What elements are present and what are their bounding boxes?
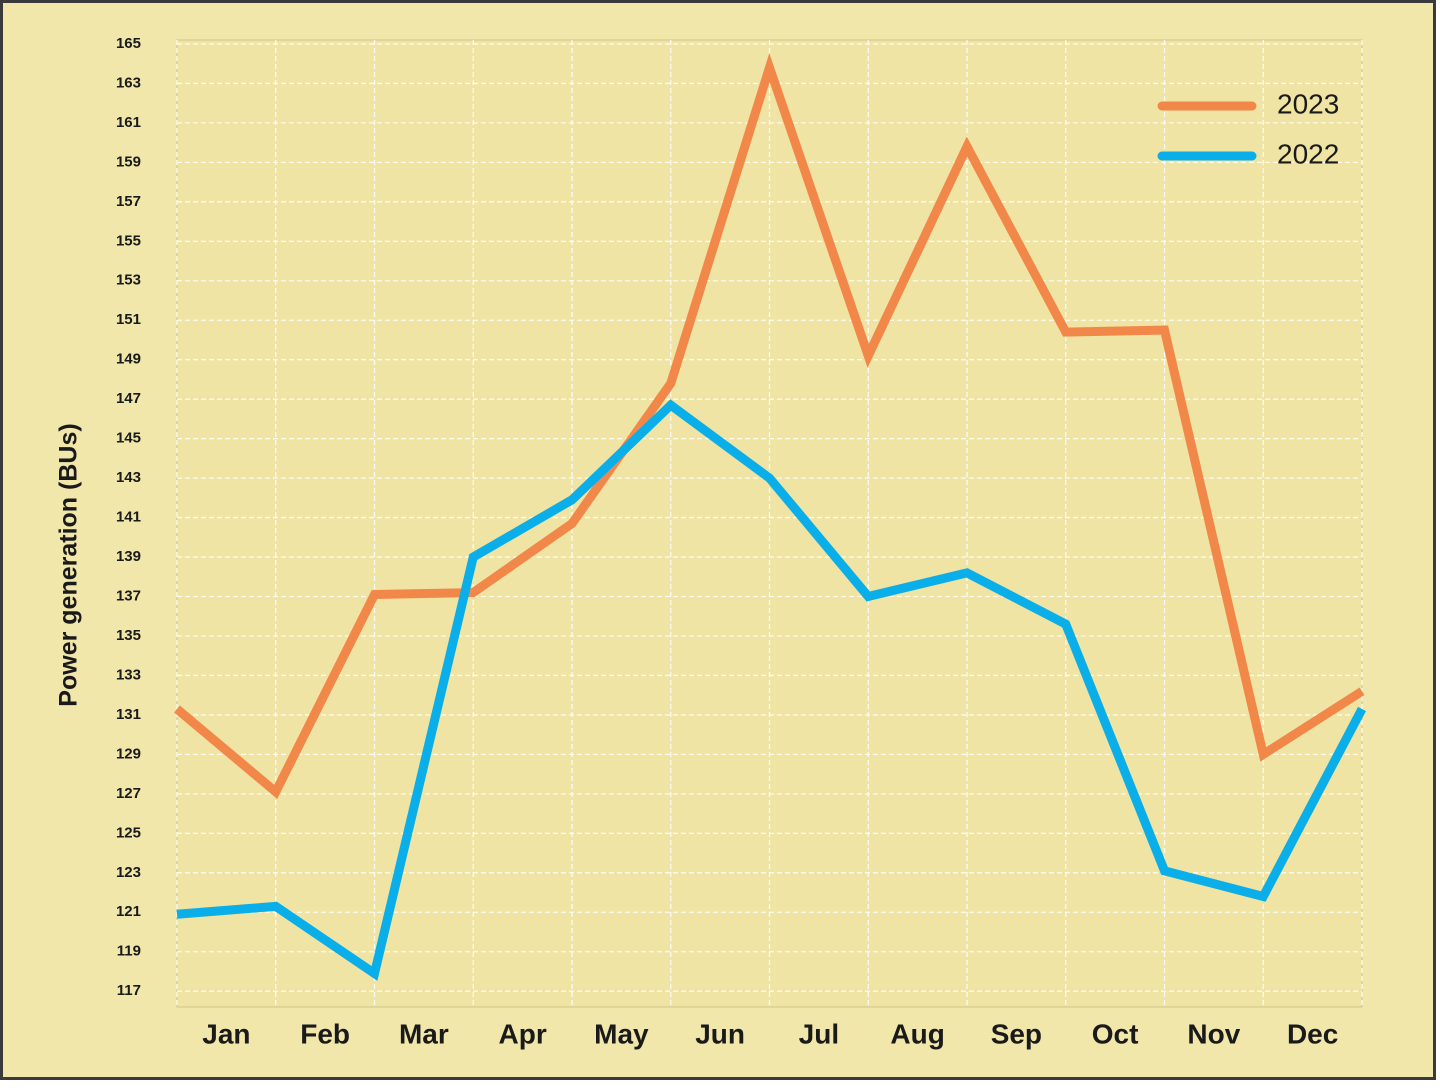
series-line bbox=[174, 53, 1365, 800]
y-tick-label: 149 bbox=[116, 351, 141, 368]
x-tick-label: May bbox=[594, 1018, 649, 1049]
y-tick-label: 163 bbox=[116, 74, 141, 91]
y-tick-label: 117 bbox=[117, 982, 141, 999]
x-tick-label: Mar bbox=[399, 1018, 449, 1049]
legend-label: 2022 bbox=[1277, 138, 1339, 169]
y-tick-label: 135 bbox=[116, 627, 141, 644]
y-tick-label: 119 bbox=[117, 943, 141, 960]
y-tick-label: 127 bbox=[116, 785, 141, 802]
y-axis-label: Power generation (BUs) bbox=[55, 423, 83, 706]
x-tick-label: Jun bbox=[695, 1018, 745, 1049]
x-tick-label: Jan bbox=[202, 1018, 250, 1049]
y-tick-label: 153 bbox=[116, 272, 141, 289]
x-tick-label: Dec bbox=[1287, 1018, 1338, 1049]
y-tick-label: 165 bbox=[116, 35, 141, 52]
y-tick-label: 121 bbox=[116, 903, 141, 920]
x-tick-label: Aug bbox=[890, 1018, 944, 1049]
y-tick-label: 159 bbox=[116, 153, 141, 170]
y-tick-label: 157 bbox=[116, 193, 141, 210]
y-tick-label: 143 bbox=[116, 469, 141, 486]
y-tick-label: 151 bbox=[116, 311, 141, 328]
y-tick-label: 133 bbox=[116, 666, 141, 683]
x-tick-label: Nov bbox=[1187, 1018, 1240, 1049]
y-tick-label: 129 bbox=[116, 745, 141, 762]
y-tick-label: 131 bbox=[116, 706, 141, 723]
y-tick-label: 125 bbox=[116, 824, 141, 841]
y-tick-label: 145 bbox=[116, 430, 141, 447]
y-tick-label: 161 bbox=[116, 114, 141, 131]
y-tick-label: 139 bbox=[116, 548, 141, 565]
x-tick-label: Jul bbox=[799, 1018, 839, 1049]
y-tick-label: 147 bbox=[116, 390, 141, 407]
y-tick-label: 137 bbox=[116, 587, 141, 604]
series-line bbox=[176, 399, 1366, 981]
y-tick-label: 155 bbox=[116, 232, 141, 249]
y-tick-label: 123 bbox=[116, 864, 141, 881]
x-tick-label: Sep bbox=[991, 1018, 1042, 1049]
x-tick-label: Feb bbox=[300, 1018, 350, 1049]
x-tick-label: Oct bbox=[1092, 1018, 1139, 1049]
y-tick-label: 141 bbox=[116, 509, 141, 526]
legend-label: 2023 bbox=[1277, 88, 1339, 119]
x-tick-label: Apr bbox=[499, 1018, 547, 1049]
